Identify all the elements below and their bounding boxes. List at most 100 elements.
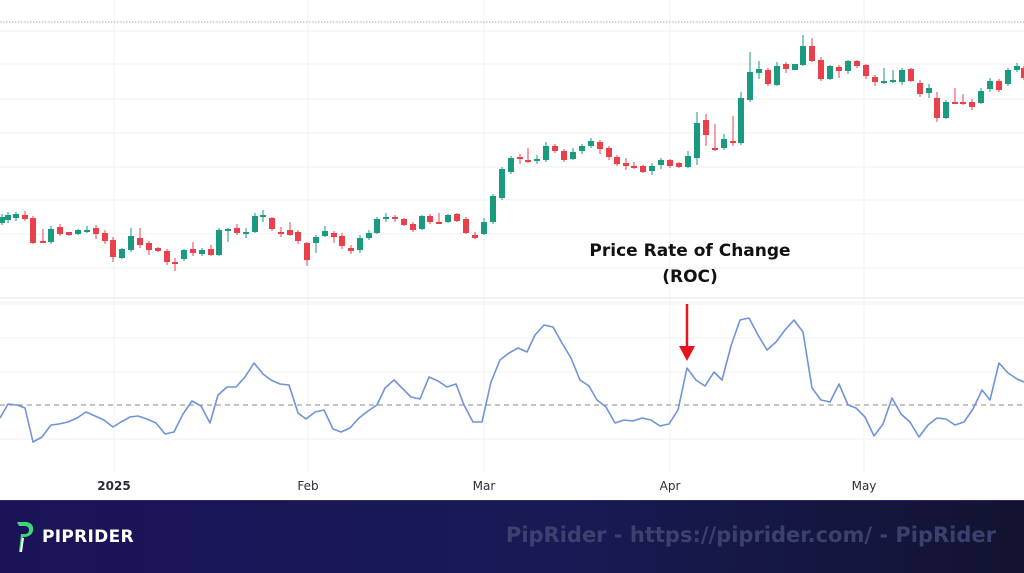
candle-down — [606, 148, 612, 157]
candle-down — [640, 166, 646, 172]
candle-up — [128, 236, 134, 250]
candle-up — [313, 237, 319, 243]
candle-up — [800, 46, 806, 65]
candle-up — [199, 250, 205, 254]
candle-down — [40, 241, 46, 243]
candle-down — [525, 160, 531, 162]
candle-down — [597, 142, 603, 149]
candle-down — [703, 120, 709, 135]
candle-down — [667, 160, 673, 166]
candle-up — [357, 238, 363, 250]
piprider-logo[interactable]: PIPRIDER — [14, 519, 134, 555]
candle-down — [783, 64, 789, 69]
x-axis-label: Mar — [472, 479, 496, 493]
candle-up — [899, 70, 905, 82]
candle-up — [383, 217, 389, 219]
candle-down — [863, 65, 869, 76]
candle-up — [926, 88, 932, 93]
candle-down — [110, 240, 116, 257]
candle-up — [978, 91, 984, 103]
candle-up — [75, 230, 81, 234]
candle-down — [818, 60, 824, 79]
candle-down — [1021, 68, 1024, 78]
candle-down — [809, 46, 815, 61]
brand-name: PIPRIDER — [42, 527, 134, 547]
candle-up — [508, 158, 514, 172]
candle-down — [339, 236, 345, 246]
candle-up — [419, 216, 425, 229]
candle-down — [278, 232, 284, 234]
candle-down — [30, 218, 36, 243]
candle-up — [243, 232, 249, 234]
candle-down — [172, 262, 178, 264]
candle-down — [287, 230, 293, 235]
candle-down — [348, 248, 354, 251]
candle-down — [146, 243, 152, 250]
candle-up — [490, 196, 496, 222]
candle-up — [881, 81, 887, 83]
candle-up — [445, 215, 451, 222]
candle-up — [543, 146, 549, 160]
candle-down — [908, 69, 914, 81]
candle-down — [463, 219, 469, 233]
candle-down — [331, 233, 337, 237]
candle-down — [57, 227, 63, 234]
x-axis-label: Apr — [659, 479, 681, 493]
candle-down — [401, 219, 407, 225]
candle-down — [93, 228, 99, 234]
candle-up — [181, 250, 187, 259]
candle-up — [694, 123, 700, 158]
candle-down — [208, 249, 214, 255]
roc-line — [0, 317, 1024, 443]
candle-down — [304, 243, 310, 260]
candle-up — [13, 214, 19, 218]
candle-up — [685, 156, 691, 167]
candle-down — [234, 228, 240, 233]
candle-up — [322, 231, 328, 236]
chart-area[interactable]: Price Rate of Change (ROC) 2025 Feb Mar Apr… — [0, 0, 1024, 500]
candle-up — [119, 249, 125, 258]
candle-up — [534, 159, 540, 161]
candle-down — [623, 163, 629, 166]
candle-down — [854, 61, 860, 66]
candle-up — [481, 222, 487, 234]
candle-down — [765, 70, 771, 84]
candle-down — [969, 102, 975, 107]
candle-up — [890, 80, 896, 82]
annotation-subtitle: (ROC) — [662, 267, 718, 287]
candle-down — [137, 238, 143, 245]
candle-up — [499, 169, 505, 198]
candle-up — [225, 229, 231, 231]
candle-down — [269, 218, 275, 229]
footer-banner: PIPRIDER PipRider - https://piprider.com… — [0, 500, 1024, 573]
candle-down — [934, 98, 940, 118]
candle-down — [22, 215, 28, 219]
roc-annotation: Price Rate of Change (ROC) — [540, 238, 840, 290]
candle-up — [827, 66, 833, 79]
candle-down — [164, 251, 170, 262]
candle-down — [730, 141, 736, 143]
candle-down — [614, 157, 620, 164]
candle-down — [436, 222, 442, 224]
candle-down — [392, 217, 398, 219]
candle-down — [190, 249, 196, 253]
candle-down — [631, 166, 637, 168]
candle-down — [996, 81, 1002, 90]
x-axis-label: May — [851, 479, 877, 493]
candle-up — [260, 215, 266, 217]
x-axis-label: Feb — [297, 479, 319, 493]
candle-up — [0, 217, 5, 223]
chart-canvas[interactable] — [0, 0, 1024, 500]
candle-up — [216, 230, 222, 255]
annotation-title: Price Rate of Change — [589, 241, 791, 261]
candle-down — [836, 67, 842, 71]
candle-down — [427, 216, 433, 222]
candle-up — [987, 81, 993, 89]
candle-down — [295, 232, 301, 241]
candle-up — [721, 139, 727, 148]
candle-up — [570, 152, 576, 159]
candle-down — [552, 146, 558, 151]
candle-down — [517, 157, 523, 159]
candle-up — [747, 72, 753, 100]
candle-up — [756, 69, 762, 73]
